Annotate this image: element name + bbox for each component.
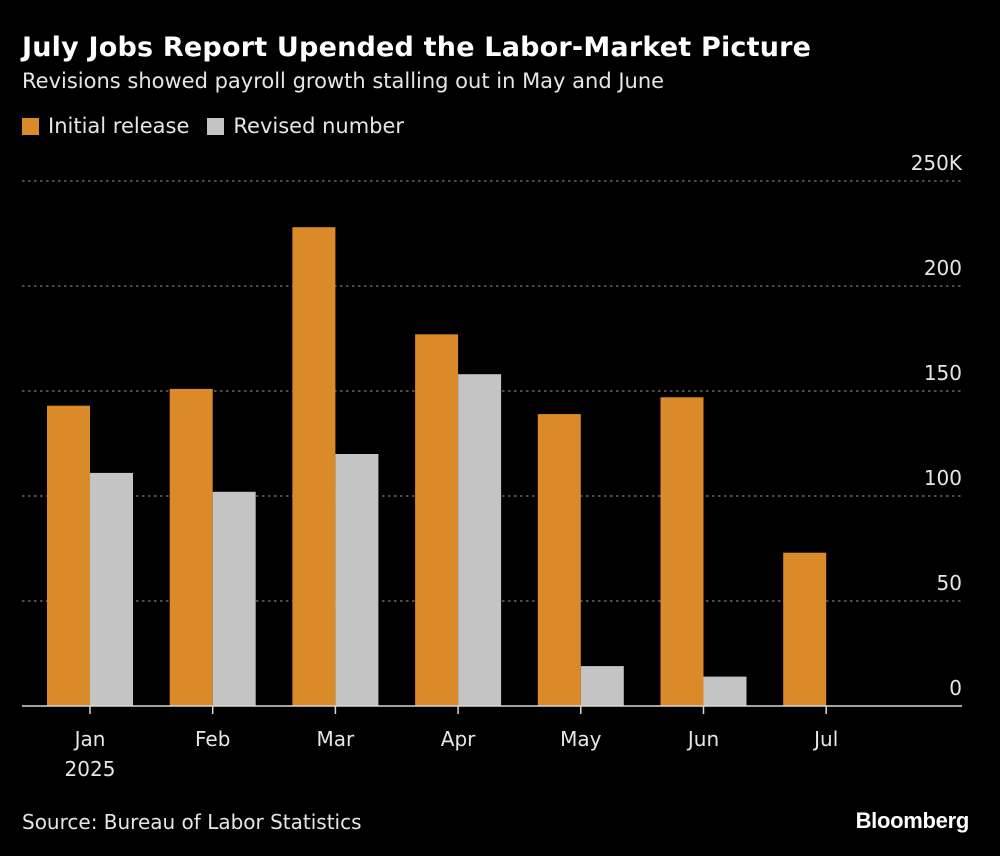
legend: Initial release Revised number	[22, 114, 422, 138]
legend-label-revised: Revised number	[233, 114, 405, 138]
y-tick-label: 100	[924, 466, 962, 490]
x-tick-label: Jul	[812, 727, 838, 751]
legend-swatch-initial	[22, 117, 39, 135]
chart-title: July Jobs Report Upended the Labor-Marke…	[22, 32, 812, 63]
x-tick-label: May	[560, 727, 602, 751]
y-tick-label: 50	[937, 571, 962, 595]
bar-revised	[458, 374, 502, 706]
legend-item-revised: Revised number	[207, 114, 404, 138]
x-tick-sublabel: 2025	[65, 757, 116, 781]
y-tick-label: 200	[924, 256, 962, 280]
legend-label-initial: Initial release	[48, 114, 190, 138]
bar-initial	[660, 397, 704, 706]
bar-revised	[335, 454, 379, 706]
bar-initial	[169, 388, 213, 706]
bar-initial	[47, 405, 90, 706]
bar-initial	[415, 334, 459, 706]
bar-revised	[212, 491, 256, 706]
source-note: Source: Bureau of Labor Statistics	[22, 810, 362, 834]
bar-revised	[580, 666, 624, 706]
x-tick-label: Feb	[195, 727, 230, 751]
bar-initial	[292, 227, 336, 706]
y-tick-label: 0	[949, 676, 962, 700]
legend-swatch-revised	[207, 117, 225, 135]
y-tick-label: 150	[924, 361, 962, 385]
x-tick-label: Apr	[441, 727, 476, 751]
legend-item-initial: Initial release	[22, 114, 189, 138]
y-tick-label: 250K	[911, 151, 963, 175]
chart-subtitle: Revisions showed payroll growth stalling…	[22, 69, 665, 93]
x-tick-label: Jan	[73, 727, 106, 751]
bar-revised	[703, 676, 747, 706]
bar-initial	[783, 552, 827, 706]
bar-initial	[537, 414, 581, 706]
bar-revised	[90, 472, 133, 706]
x-tick-label: Jun	[686, 727, 719, 751]
bloomberg-logo: Bloomberg	[855, 808, 970, 833]
x-tick-label: Mar	[317, 727, 356, 751]
